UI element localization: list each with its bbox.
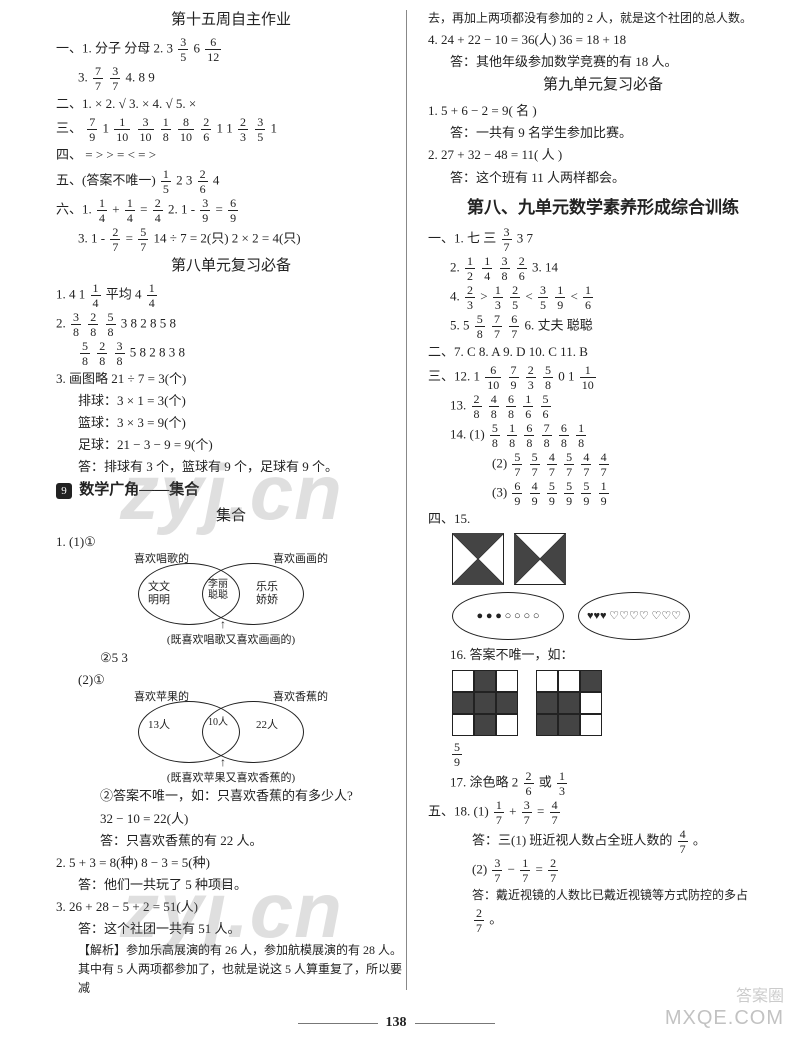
line: 4. 23 > 13 25 < 35 19 < 16 (428, 283, 778, 312)
title-unit9rev: 第九单元复习必备 (428, 73, 778, 100)
column-separator (406, 10, 407, 990)
line: 五、(答案不唯一) 15 2 3 26 4 (56, 167, 406, 196)
line: 三、 79 1 110 310 18 810 26 1 1 23 35 1 (56, 115, 406, 144)
line: 去，再加上两项都没有参加的 2 人，就是这个社团的总人数。 (428, 8, 778, 29)
line: 58 28 38 5 8 2 8 3 8 (56, 339, 406, 368)
line: 【解析】参加乐高展演的有 26 人，参加航模展演的有 28 人。其中有 5 人两… (56, 940, 406, 998)
line: 32 − 10 = 22(人) (56, 808, 406, 830)
venn1-left: 文文明明 (148, 581, 170, 607)
title-unit89: 第八、九单元数学素养形成综合训练 (428, 189, 778, 225)
line: 答：这个社团一共有 51 人。 (56, 918, 406, 940)
line: 排球：3 × 1 = 3(个) (56, 390, 406, 412)
q18-1: 五、18. (1) 17 + 37 = 47 (428, 798, 778, 827)
arrow-icon: ↑ (220, 753, 226, 772)
line: 1. 5 + 6 − 2 = 9( 名 ) (428, 100, 778, 122)
q18-2: (2) 37 − 17 = 27 (428, 856, 778, 885)
ellipse-dots: ● ● ● ○ ○ ○ ○ (452, 592, 564, 640)
line: (2) 57 57 47 57 47 47 (428, 450, 778, 479)
square-diagonals (514, 533, 566, 585)
title-week15: 第十五周自主作业 (56, 8, 406, 35)
q16: 16. 答案不唯一，如： (428, 644, 778, 666)
line: 答：他们一共玩了 5 种项目。 (56, 874, 406, 896)
line: 答：排球有 3 个，篮球有 9 个，足球有 9 个。 (56, 456, 406, 478)
line: 2. 38 28 58 3 8 2 8 5 8 (56, 310, 406, 339)
left-column: 第十五周自主作业 一、1. 分子 分母 2. 3 35 6 612 3. 77 … (56, 8, 406, 998)
line: 27 。 (428, 906, 778, 935)
title-unit8: 第八单元复习必备 (56, 254, 406, 281)
arrow-icon: ↑ (220, 615, 226, 634)
line: 4. 24 + 22 − 10 = 36(人) 36 = 18 + 18 (428, 29, 778, 51)
venn1-mid: 李丽聪聪 (208, 579, 228, 601)
line: 59 (428, 740, 778, 769)
line: 3. 26 + 28 − 5 + 2 = 51(人) (56, 896, 406, 918)
line: 答：一共有 9 名学生参加比赛。 (428, 122, 778, 144)
line: 三、12. 1 610 79 23 58 0 1 110 (428, 363, 778, 392)
line: 六、1. 14 + 14 = 24 2. 1 - 39 = 69 (56, 196, 406, 225)
line: 5. 5 58 77 67 6. 丈夫 聪聪 (428, 312, 778, 341)
line: 二、7. C 8. A 9. D 10. C 11. B (428, 341, 778, 363)
q1-2: (2)① (56, 669, 406, 691)
line: (3) 69 49 59 59 59 19 (428, 479, 778, 508)
line: ②5 3 (56, 647, 406, 669)
line: 2. 5 + 3 = 8(种) 8 − 3 = 5(种) (56, 852, 406, 874)
page: 第十五周自主作业 一、1. 分子 分母 2. 3 35 6 612 3. 77 … (0, 0, 792, 1040)
line: 篮球：3 × 3 = 9(个) (56, 412, 406, 434)
line: 四、 = > > = < = > (56, 144, 406, 166)
venn1-right: 乐乐娇娇 (256, 581, 278, 607)
line: 二、1. × 2. √ 3. × 4. √ 5. × (56, 93, 406, 115)
q1-1: 1. (1)① (56, 531, 406, 553)
grid-b (536, 670, 602, 736)
line: 1. 4 1 14 平均 4 14 (56, 281, 406, 310)
line: 答：三(1) 班近视人数占全班人数的 47 。 (428, 827, 778, 856)
right-column: 去，再加上两项都没有参加的 2 人，就是这个社团的总人数。 4. 24 + 22… (428, 8, 778, 935)
line: 一、1. 七 三 37 3 7 (428, 225, 778, 254)
line: 一、1. 分子 分母 2. 3 35 6 612 (56, 35, 406, 64)
title-set: 集合 (56, 504, 406, 531)
line: 答：只喜欢香蕉的有 22 人。 (56, 830, 406, 852)
line: 3. 77 37 4. 8 9 (56, 64, 406, 93)
line: 答：这个班有 11 人两样都会。 (428, 167, 778, 189)
line: 3. 画图略 21 ÷ 7 = 3(个) (56, 368, 406, 390)
venn-diagram-2: 喜欢苹果的 喜欢香蕉的 13人 10人 22人 ↑ (既喜欢苹果又喜欢香蕉的) (126, 695, 336, 781)
line: 2. 27 + 32 − 48 = 11( 人 ) (428, 144, 778, 166)
line: 答：戴近视镜的人数比已戴近视镜等方式防控的多占 (428, 885, 778, 906)
line: 3. 1 - 27 = 57 14 ÷ 7 = 2(只) 2 × 2 = 4(只… (56, 225, 406, 254)
line: 2. 12 14 38 26 3. 14 (428, 254, 778, 283)
line: 13. 28 48 68 16 56 (428, 392, 778, 421)
ellipses-15: ● ● ● ○ ○ ○ ○ ♥♥♥ ♡♡♡♡ ♡♡♡ (428, 588, 778, 644)
corner-url: MXQE.COM (665, 1003, 784, 1034)
line: 答：其他年级参加数学竞赛的有 18 人。 (428, 51, 778, 73)
heading-unit9: 9 数学广角——集合 (56, 478, 406, 503)
line: 足球：21 − 3 − 9 = 9(个) (56, 434, 406, 456)
q17: 17. 涂色略 2 26 或 13 (428, 769, 778, 798)
line: ②答案不唯一，如：只喜欢香蕉的有多少人? (56, 785, 406, 807)
venn-diagram-1: 喜欢唱歌的 喜欢画画的 文文明明 李丽聪聪 乐乐娇娇 ↑ (既喜欢唱歌又喜欢画画… (126, 557, 336, 643)
ellipse-hearts: ♥♥♥ ♡♡♡♡ ♡♡♡ (578, 592, 690, 640)
badge-9-icon: 9 (56, 483, 72, 499)
grid-a (452, 670, 518, 736)
square-diagonals (452, 533, 504, 585)
grids-16 (428, 666, 778, 740)
shapes-15 (428, 530, 778, 588)
q15: 四、15. (428, 508, 778, 530)
line: 14. (1) 58 18 68 78 68 18 (428, 421, 778, 450)
